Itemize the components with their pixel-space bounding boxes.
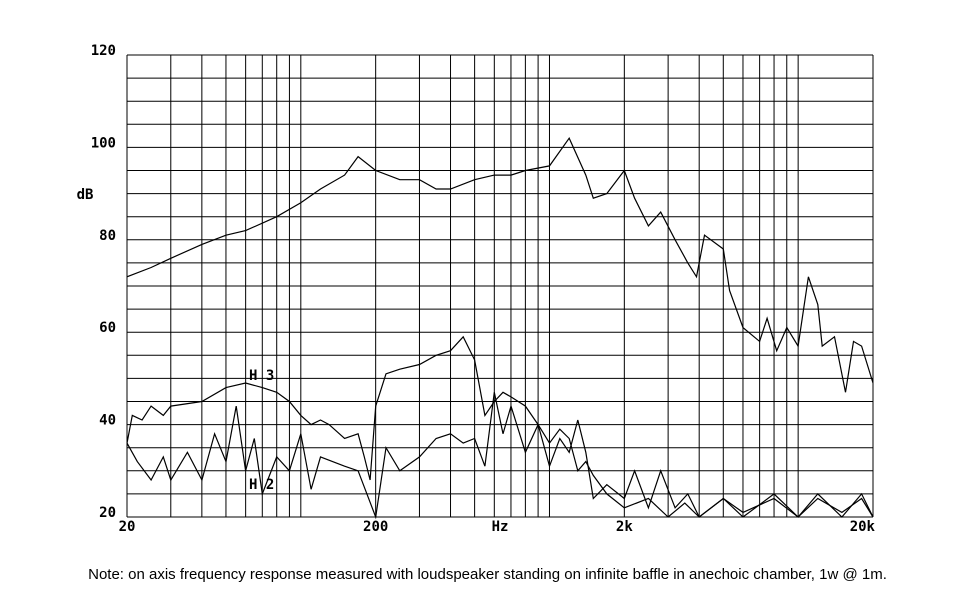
x-tick-label: 200 — [363, 519, 388, 535]
series-label: H 3 — [249, 368, 274, 384]
series-label: H 2 — [249, 477, 274, 493]
y-tick-label: 80 — [99, 228, 116, 244]
x-tick-label: 2k — [616, 519, 633, 535]
y-tick-label: 20 — [99, 505, 116, 521]
y-tick-label: 100 — [91, 135, 116, 151]
response-curve — [126, 335, 874, 518]
y-axis-label: dB — [77, 187, 94, 203]
response-curve — [126, 136, 874, 393]
chart: dB Hz 20 40 60 80 100 120 20 200 2k 20k H 3 H 2 — [77, 43, 876, 535]
y-tick-label: 40 — [99, 413, 116, 429]
note: Note: on axis frequency response measure… — [88, 566, 887, 583]
y-tick-label: 60 — [99, 320, 116, 336]
x-axis-label: Hz — [492, 519, 509, 535]
x-tick-label: 20k — [850, 519, 876, 535]
x-tick-label: 20 — [119, 519, 136, 535]
y-tick-label: 120 — [91, 43, 116, 59]
response-curve — [126, 392, 874, 520]
